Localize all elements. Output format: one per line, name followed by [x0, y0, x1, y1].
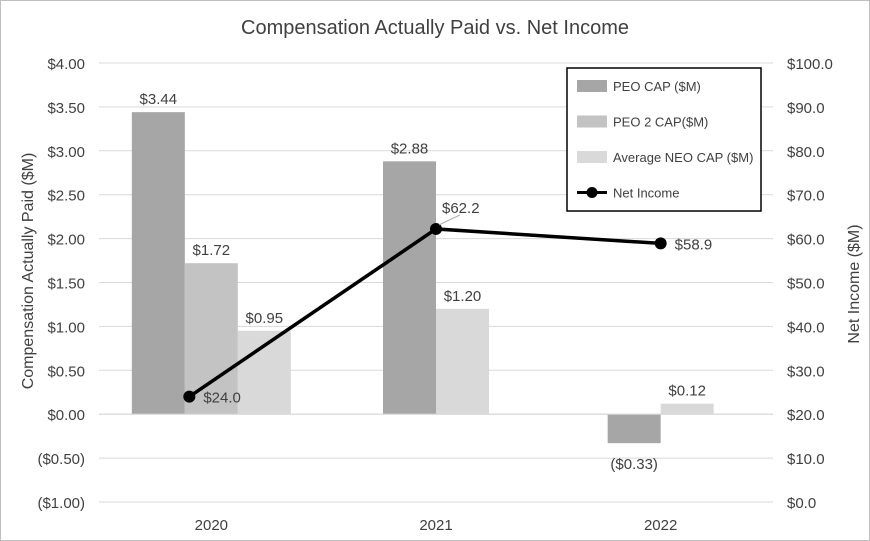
bar-data-label: ($0.33)	[610, 456, 658, 473]
y-right-tick-label: $20.0	[787, 407, 825, 424]
legend-entry: PEO CAP ($M)	[613, 79, 701, 94]
y-left-tick-label: $1.00	[47, 319, 85, 336]
bar-data-label: $3.44	[140, 91, 178, 108]
chart-title: Compensation Actually Paid vs. Net Incom…	[241, 17, 629, 39]
bar	[660, 403, 714, 415]
legend-swatch	[577, 151, 607, 163]
line-data-labels: $24.0 $62.2 $58.9	[203, 200, 712, 407]
line-data-label: $24.0	[203, 390, 241, 407]
y-right-tick-label: $10.0	[787, 451, 825, 468]
y-left-tick-label: $3.00	[47, 144, 85, 161]
y-right-tick-label: $90.0	[787, 100, 825, 117]
y-right-tick-label: $0.0	[787, 495, 816, 512]
y-axis-left-label: Compensation Actually Paid ($M)	[20, 153, 37, 390]
y-left-tick-label: ($0.50)	[37, 451, 85, 468]
y-left-tick-label: $0.00	[47, 407, 85, 424]
x-axis-ticks: 2020 2021 2022	[195, 517, 678, 534]
right-axis-ticks: $100.0 $90.0 $80.0 $70.0 $60.0 $50.0 $40.0 $30.…	[787, 56, 833, 512]
y-left-tick-label: $0.50	[47, 363, 85, 380]
leader-line	[438, 214, 461, 226]
left-axis-ticks: $4.00 $3.50 $3.00 $2.50 $2.00 $1.50 $1.00 $0.50…	[37, 56, 85, 512]
legend-entry: PEO 2 CAP($M)	[613, 115, 708, 130]
net-income-point	[183, 390, 196, 403]
legend: PEO CAP ($M) PEO 2 CAP($M) Average NEO CAP…	[566, 67, 762, 212]
y-right-tick-label: $60.0	[787, 232, 825, 249]
y-left-tick-label: $3.50	[47, 100, 85, 117]
bar-data-labels: $3.44 $1.72 $0.95 $2.88 $1.20 ($0.33) $0.12	[140, 91, 706, 473]
y-left-tick-label: ($1.00)	[37, 495, 85, 512]
y-left-tick-label: $4.00	[47, 56, 85, 73]
bar-data-label: $1.72	[193, 242, 231, 259]
net-income-point	[654, 237, 667, 250]
legend-swatch	[577, 115, 607, 128]
bar	[131, 112, 185, 415]
y-left-tick-label: $2.50	[47, 188, 85, 205]
net-income-point	[430, 222, 442, 235]
legend-entry: Average NEO CAP ($M)	[613, 150, 753, 165]
legend-marker	[586, 187, 598, 198]
y-right-tick-label: $40.0	[787, 319, 825, 336]
y-axis-right-label: Net Income ($M)	[846, 224, 863, 343]
y-right-tick-label: $70.0	[787, 188, 825, 205]
bar	[237, 330, 291, 415]
y-right-tick-label: $30.0	[787, 363, 825, 380]
line-data-label: $58.9	[675, 236, 713, 253]
line-data-label: $62.2	[442, 200, 480, 217]
y-left-tick-label: $1.50	[47, 276, 85, 293]
bar	[383, 161, 436, 415]
y-right-tick-label: $100.0	[787, 56, 833, 73]
y-right-tick-label: $80.0	[787, 144, 825, 161]
legend-swatch	[577, 80, 607, 92]
bar-series	[131, 112, 714, 444]
bar	[184, 263, 238, 415]
bar-data-label: $0.12	[668, 383, 706, 400]
x-tick-label: 2020	[195, 517, 228, 534]
bar	[607, 414, 661, 444]
bar-data-label: $0.95	[246, 310, 284, 327]
x-tick-label: 2021	[419, 517, 452, 534]
bar-data-label: $1.20	[444, 288, 482, 305]
bar-data-label: $2.88	[391, 140, 429, 157]
bar	[436, 308, 489, 415]
y-right-tick-label: $50.0	[787, 276, 825, 293]
y-left-tick-label: $2.00	[47, 232, 85, 249]
x-tick-label: 2022	[644, 517, 677, 534]
net-income-line-series	[183, 222, 667, 403]
legend-entry: Net Income	[613, 186, 679, 201]
